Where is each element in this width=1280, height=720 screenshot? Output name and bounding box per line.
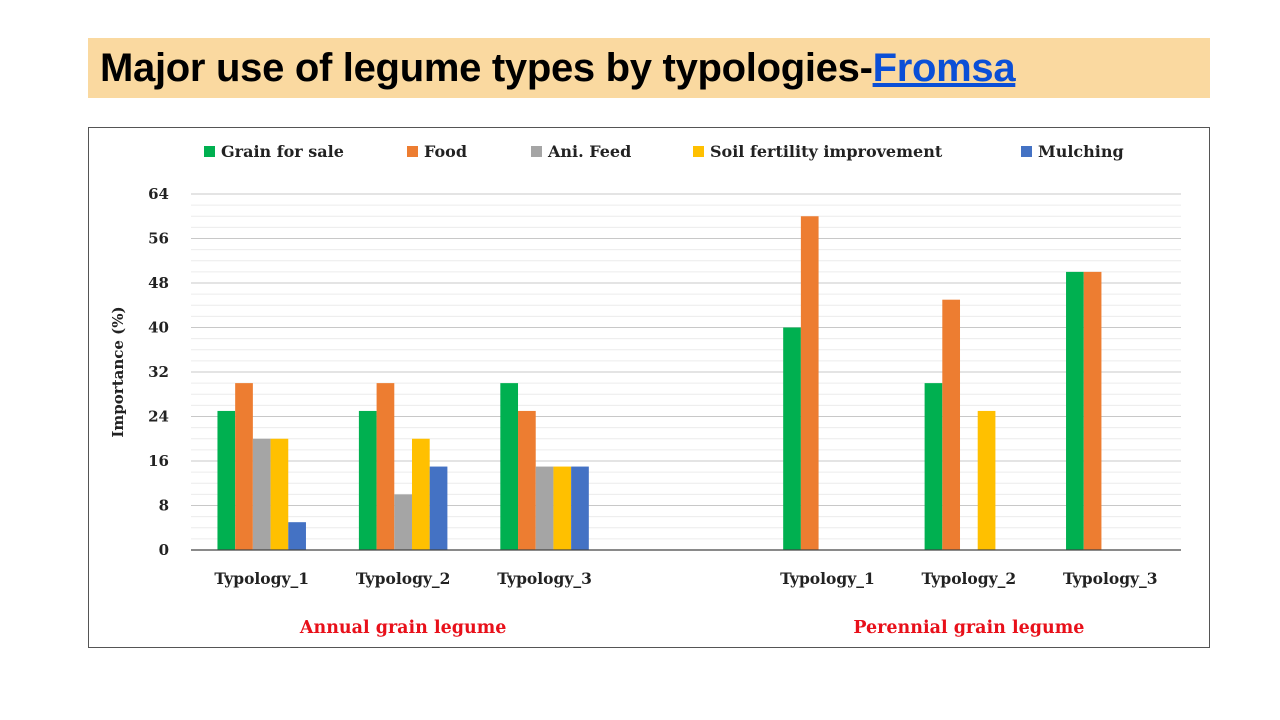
axis-layer: 0 8 16 24 32 40 48 56 64 Importance (%) Typology_1…	[109, 185, 1181, 588]
legend-swatch	[407, 146, 418, 157]
y-tick-label: 64	[148, 185, 169, 203]
bar-mulching	[571, 466, 589, 550]
y-tick-label: 40	[148, 319, 169, 337]
bar-soil-fertility-improvement	[411, 438, 430, 550]
bar-food	[800, 216, 819, 550]
legend-swatch	[1021, 146, 1032, 157]
bars-layer	[217, 216, 1102, 550]
bar-food	[376, 383, 395, 550]
legend-swatch	[693, 146, 704, 157]
legend-label: Soil fertility improvement	[710, 142, 943, 161]
x-tick-label: Typology_2	[356, 569, 451, 588]
bar-ani-feed	[535, 466, 554, 550]
legend-label: Mulching	[1038, 142, 1124, 161]
bar-food	[235, 383, 253, 550]
bar-mulching	[429, 466, 448, 550]
title-band: Major use of legume types by typologies-…	[88, 38, 1210, 98]
grid-layer	[191, 193, 1181, 551]
x-tick-label: Typology_3	[1063, 569, 1158, 588]
legend-label: Grain for sale	[221, 142, 344, 161]
bar-food	[942, 299, 961, 550]
legend-swatch	[204, 146, 215, 157]
chart-frame: 0 8 16 24 32 40 48 56 64 Importance (%) Typology_1…	[88, 127, 1210, 648]
slide-title-link[interactable]: Fromsa	[872, 46, 1016, 90]
group-label: Annual grain legume	[299, 618, 506, 638]
x-tick-label: Typology_2	[922, 569, 1017, 588]
bar-grain-for-sale	[217, 410, 236, 550]
bar-grain-for-sale	[783, 327, 801, 550]
bar-soil-fertility-improvement	[977, 410, 996, 550]
y-tick-label: 0	[159, 541, 169, 559]
bar-ani-feed	[394, 494, 412, 550]
legend-layer: Grain for sale Food Ani. Feed Soil fertilit…	[204, 142, 1124, 161]
x-tick-label: Typology_3	[497, 569, 592, 588]
legend-swatch	[531, 146, 542, 157]
legend-label: Ani. Feed	[547, 142, 631, 161]
y-tick-label: 48	[148, 274, 169, 292]
bar-food	[518, 410, 536, 550]
bar-food	[1083, 271, 1102, 550]
slide-title-text: Major use of legume types by typologies-	[100, 46, 873, 90]
y-axis-label: Importance (%)	[109, 306, 127, 437]
bar-grain-for-sale	[358, 410, 377, 550]
bar-soil-fertility-improvement	[553, 466, 572, 550]
group-label: Perennial grain legume	[853, 618, 1084, 638]
y-tick-label: 56	[148, 230, 169, 248]
slide-title: Major use of legume types by typologies-…	[100, 38, 1016, 98]
legend-label: Food	[424, 142, 467, 161]
y-tick-label: 16	[148, 452, 169, 470]
x-tick-label: Typology_1	[780, 569, 875, 588]
bar-soil-fertility-improvement	[270, 438, 289, 550]
bar-grain-for-sale	[924, 383, 943, 550]
bar-grain-for-sale	[500, 383, 519, 550]
bar-chart: 0 8 16 24 32 40 48 56 64 Importance (%) Typology_1…	[109, 142, 1181, 638]
x-tick-label: Typology_1	[214, 569, 309, 588]
bar-grain-for-sale	[1066, 271, 1084, 550]
bar-mulching	[288, 522, 306, 550]
bar-ani-feed	[252, 438, 271, 550]
y-tick-label: 8	[159, 497, 169, 515]
y-tick-label: 24	[148, 408, 169, 426]
labels-layer: Annual grain legume Perennial grain legum…	[299, 618, 1084, 638]
y-tick-label: 32	[148, 363, 169, 381]
